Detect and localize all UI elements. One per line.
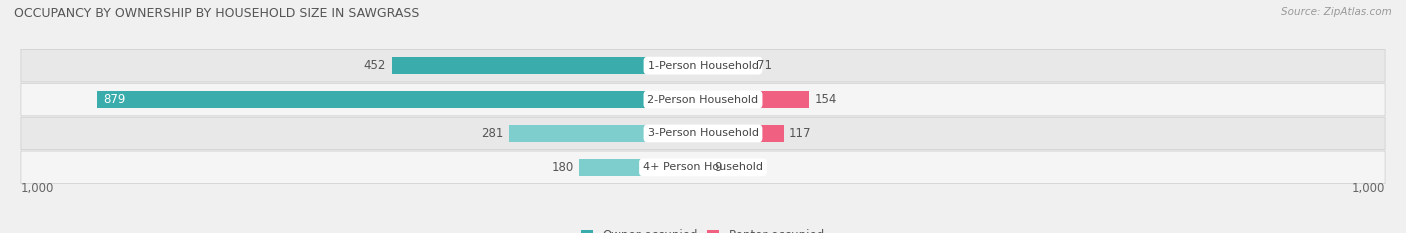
Text: 3-Person Household: 3-Person Household (648, 128, 758, 138)
FancyBboxPatch shape (392, 57, 703, 75)
FancyBboxPatch shape (21, 117, 1385, 150)
FancyBboxPatch shape (703, 57, 752, 75)
FancyBboxPatch shape (703, 158, 709, 176)
FancyBboxPatch shape (21, 83, 1385, 116)
Text: Source: ZipAtlas.com: Source: ZipAtlas.com (1281, 7, 1392, 17)
FancyBboxPatch shape (703, 125, 783, 142)
Text: 281: 281 (481, 127, 503, 140)
Text: 1-Person Household: 1-Person Household (648, 61, 758, 71)
Text: 879: 879 (103, 93, 125, 106)
Text: 452: 452 (364, 59, 387, 72)
Text: 4+ Person Household: 4+ Person Household (643, 162, 763, 172)
Text: 9: 9 (714, 161, 723, 174)
FancyBboxPatch shape (703, 91, 808, 108)
Text: 154: 154 (814, 93, 837, 106)
Text: OCCUPANCY BY OWNERSHIP BY HOUSEHOLD SIZE IN SAWGRASS: OCCUPANCY BY OWNERSHIP BY HOUSEHOLD SIZE… (14, 7, 419, 20)
Text: 180: 180 (551, 161, 574, 174)
Text: 1,000: 1,000 (21, 182, 55, 195)
Text: 2-Person Household: 2-Person Household (647, 95, 759, 105)
Text: 1,000: 1,000 (1351, 182, 1385, 195)
Text: 117: 117 (789, 127, 811, 140)
FancyBboxPatch shape (509, 125, 703, 142)
FancyBboxPatch shape (97, 91, 703, 108)
Legend: Owner-occupied, Renter-occupied: Owner-occupied, Renter-occupied (581, 229, 825, 233)
Text: 71: 71 (758, 59, 772, 72)
FancyBboxPatch shape (579, 158, 703, 176)
FancyBboxPatch shape (21, 49, 1385, 82)
FancyBboxPatch shape (21, 151, 1385, 184)
